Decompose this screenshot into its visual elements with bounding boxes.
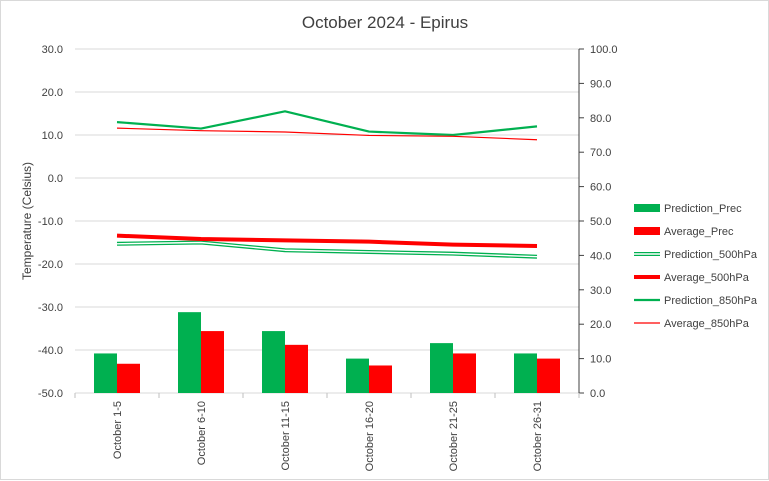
x-tick-label: October 16-20 (364, 401, 376, 471)
x-tick-label: October 11-15 (280, 401, 292, 471)
y2-tick-label: 30.0 (590, 285, 611, 297)
y-tick-label: -20.0 (38, 259, 63, 271)
y2-tick-label: 20.0 (590, 319, 611, 331)
legend-item: Prediction_500hPa (634, 249, 758, 261)
y2-tick-label: 90.0 (590, 78, 611, 90)
legend-item: Average_Prec (634, 226, 734, 238)
y-tick-label: 0.0 (48, 173, 63, 185)
line-Average_850hPa (116, 127, 538, 141)
bar-Prediction_Prec (430, 343, 453, 393)
legend-label: Prediction_500hPa (664, 249, 758, 261)
legend: Prediction_Prec Average_Prec Prediction_50… (634, 203, 758, 330)
legend-label: Average_500hPa (664, 272, 750, 284)
line-layer (116, 110, 538, 259)
y2-tick-label: 60.0 (590, 182, 611, 194)
bar-Average_Prec (453, 353, 476, 393)
y2-tick-label: 70.0 (590, 147, 611, 159)
y-tick-label: -40.0 (38, 345, 63, 357)
y-tick-label: 30.0 (42, 44, 63, 56)
y-tick-label: 20.0 (42, 87, 63, 99)
series-Average_500hPa (116, 233, 538, 248)
y2-tick-label: 10.0 (590, 354, 611, 366)
bar-Average_Prec (369, 365, 392, 393)
chart-title: October 2024 - Epirus (302, 13, 468, 32)
bar-Prediction_Prec (346, 358, 369, 393)
line-Average_500hPa (116, 233, 538, 248)
legend-item: Prediction_850hPa (634, 295, 758, 307)
bar-Average_Prec (117, 363, 140, 393)
y2-tick-label: 100.0 (590, 44, 618, 56)
y2-tick-label: 50.0 (590, 216, 611, 228)
line-inner-Prediction_500hPa (116, 241, 538, 258)
y2-tick-label: 40.0 (590, 250, 611, 262)
bar-Prediction_Prec (514, 353, 537, 393)
series-Prediction_500hPa (116, 240, 538, 259)
legend-swatch (634, 227, 660, 235)
bar-layer (94, 312, 560, 393)
y2-tick-label: 80.0 (590, 113, 611, 125)
y-tick-label: 10.0 (42, 130, 63, 142)
bar-Average_Prec (201, 331, 224, 393)
bar-Prediction_Prec (94, 353, 117, 393)
legend-swatch (634, 204, 660, 212)
series-Average_850hPa (116, 127, 538, 141)
bar-Average_Prec (285, 344, 308, 393)
legend-item: Average_850hPa (634, 318, 750, 330)
axis-layer: 30.0 20.0 10.0 0.0 -10.0 -20.0 -30.0 -40.0 -50.0… (38, 44, 618, 471)
y-tick-label: -50.0 (38, 388, 63, 400)
legend-item: Average_500hPa (634, 272, 750, 284)
line-Prediction_850hPa (116, 110, 538, 137)
bar-Prediction_Prec (262, 331, 285, 393)
bar-Average_Prec (537, 358, 560, 393)
legend-label: Average_Prec (664, 226, 734, 238)
y2-tick-label: 0.0 (590, 388, 605, 400)
y-tick-label: -10.0 (38, 216, 63, 228)
y-tick-label: -30.0 (38, 302, 63, 314)
series-Prediction_850hPa (116, 110, 538, 137)
legend-label: Average_850hPa (664, 318, 750, 330)
x-tick-label: October 6-10 (196, 401, 208, 465)
bar-Prediction_Prec (178, 312, 201, 393)
x-tick-label: October 21-25 (448, 401, 460, 471)
grid-layer (75, 48, 579, 394)
legend-label: Prediction_850hPa (664, 295, 758, 307)
legend-label: Prediction_Prec (664, 203, 742, 215)
x-tick-label: October 1-5 (112, 401, 124, 459)
legend-item: Prediction_Prec (634, 203, 742, 215)
y-axis-label: Temperature (Celsius) (20, 162, 34, 280)
x-tick-label: October 26-31 (532, 401, 544, 471)
